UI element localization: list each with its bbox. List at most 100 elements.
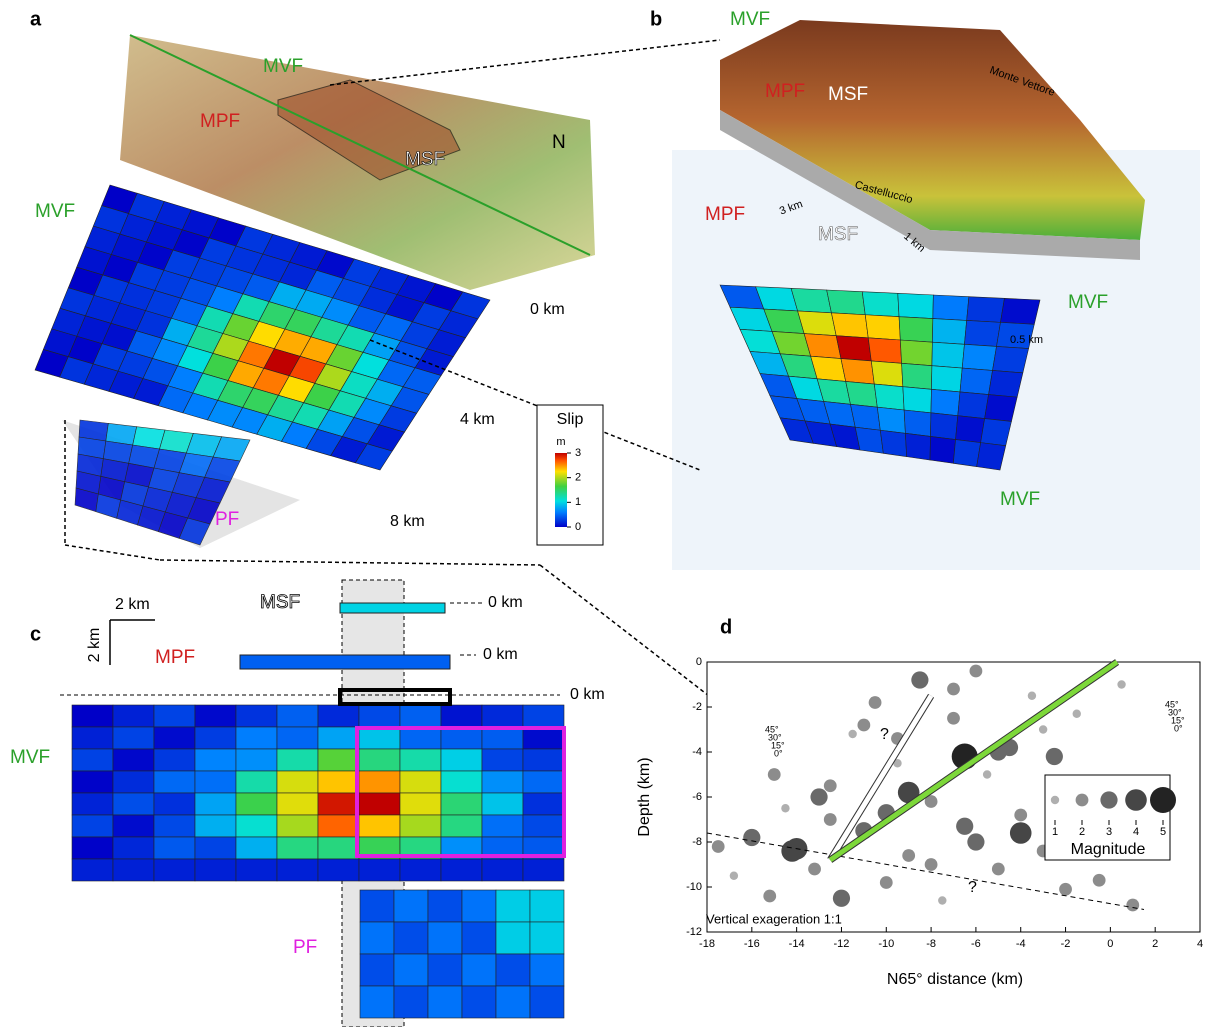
patch: [399, 858, 442, 882]
patch: [399, 770, 442, 794]
y-tick-label: -10: [686, 881, 702, 893]
legend-title: Magnitude: [1071, 841, 1146, 858]
event: [1009, 822, 1032, 844]
event: [1126, 898, 1140, 912]
patch: [317, 726, 360, 750]
patch: [427, 953, 463, 987]
patch: [194, 792, 237, 816]
legend: 1 2 3 4 5: [1050, 787, 1176, 838]
patch: [358, 814, 401, 838]
patch: [522, 858, 565, 882]
patch: [964, 320, 1001, 347]
patch: [845, 381, 878, 408]
event: [902, 849, 916, 862]
event: [1092, 873, 1106, 887]
dip-label: 30°: [1168, 707, 1182, 717]
legend-label: 5: [1160, 826, 1166, 838]
colorbar: [555, 453, 567, 527]
dip-label: 45°: [1165, 699, 1179, 709]
x-tick-label: 2: [1152, 938, 1158, 950]
colorbar-ticks: 0 1 2 3: [567, 447, 581, 533]
event: [967, 833, 985, 851]
panel-label: a: [30, 8, 42, 30]
scale-label: 2 km: [86, 628, 103, 663]
patch: [831, 312, 869, 339]
depth-label: 0 km: [530, 301, 565, 318]
fault-label: MPF: [200, 111, 240, 132]
patch: [955, 415, 985, 443]
patch: [71, 704, 114, 728]
patch: [153, 858, 196, 882]
patch: [440, 704, 483, 728]
fault-label: MSF: [405, 149, 445, 170]
event: [868, 696, 882, 709]
dip-label: 15°: [771, 740, 785, 750]
patch: [358, 726, 401, 750]
patch: [835, 335, 872, 362]
fault-label: MVF: [730, 9, 770, 30]
event: [991, 862, 1005, 876]
patch: [112, 770, 155, 794]
patch: [153, 726, 196, 750]
event: [729, 871, 739, 880]
patch: [929, 436, 956, 464]
patch: [897, 293, 934, 319]
y-tick-label: -8: [692, 836, 702, 848]
event: [982, 770, 992, 779]
event: [1117, 680, 1126, 689]
patch: [481, 704, 524, 728]
fault-label: PF: [215, 509, 239, 530]
fault-trace: [129, 34, 591, 256]
x-tick-label: -4: [1016, 938, 1026, 950]
patch: [71, 770, 114, 794]
x-tick-label: 4: [1197, 938, 1203, 950]
panel-label: c: [30, 623, 41, 645]
patch: [317, 858, 360, 882]
legend-marker: [1050, 795, 1060, 805]
patch: [112, 858, 155, 882]
patch: [495, 921, 531, 955]
slip-model-a: [34, 184, 491, 546]
event: [810, 788, 828, 806]
patch: [790, 288, 832, 314]
patch: [71, 726, 114, 750]
patch: [440, 792, 483, 816]
patch: [959, 367, 993, 395]
patch: [358, 704, 401, 728]
patch: [276, 748, 319, 772]
patch: [339, 602, 446, 614]
patch: [953, 439, 981, 468]
patch: [358, 792, 401, 816]
event: [1045, 747, 1063, 766]
patch: [399, 792, 442, 816]
patch: [984, 394, 1018, 422]
patch: [522, 726, 565, 750]
patch: [440, 770, 483, 794]
y-tick-label: -4: [692, 746, 702, 758]
patch: [399, 748, 442, 772]
colorbar-box: [536, 404, 604, 546]
event: [857, 718, 871, 732]
patch: [194, 858, 237, 882]
patch: [359, 921, 395, 955]
patch: [440, 858, 483, 882]
x-axis-title: N65° distance (km): [887, 971, 1023, 988]
patch: [235, 836, 278, 860]
patch: [71, 836, 114, 860]
patch: [235, 858, 278, 882]
patch: [495, 953, 531, 987]
patch: [870, 360, 904, 387]
patch: [112, 748, 155, 772]
patch: [932, 318, 967, 345]
patch: [393, 889, 429, 923]
x-tick-label: -6: [971, 938, 981, 950]
patch: [276, 792, 319, 816]
fault-label: PF: [293, 937, 317, 958]
event: [832, 889, 851, 907]
patch: [276, 858, 319, 882]
msf-box: [338, 688, 452, 706]
patch: [359, 985, 395, 1019]
panel-label: d: [720, 616, 732, 638]
patch: [529, 985, 565, 1019]
patch: [481, 814, 524, 838]
